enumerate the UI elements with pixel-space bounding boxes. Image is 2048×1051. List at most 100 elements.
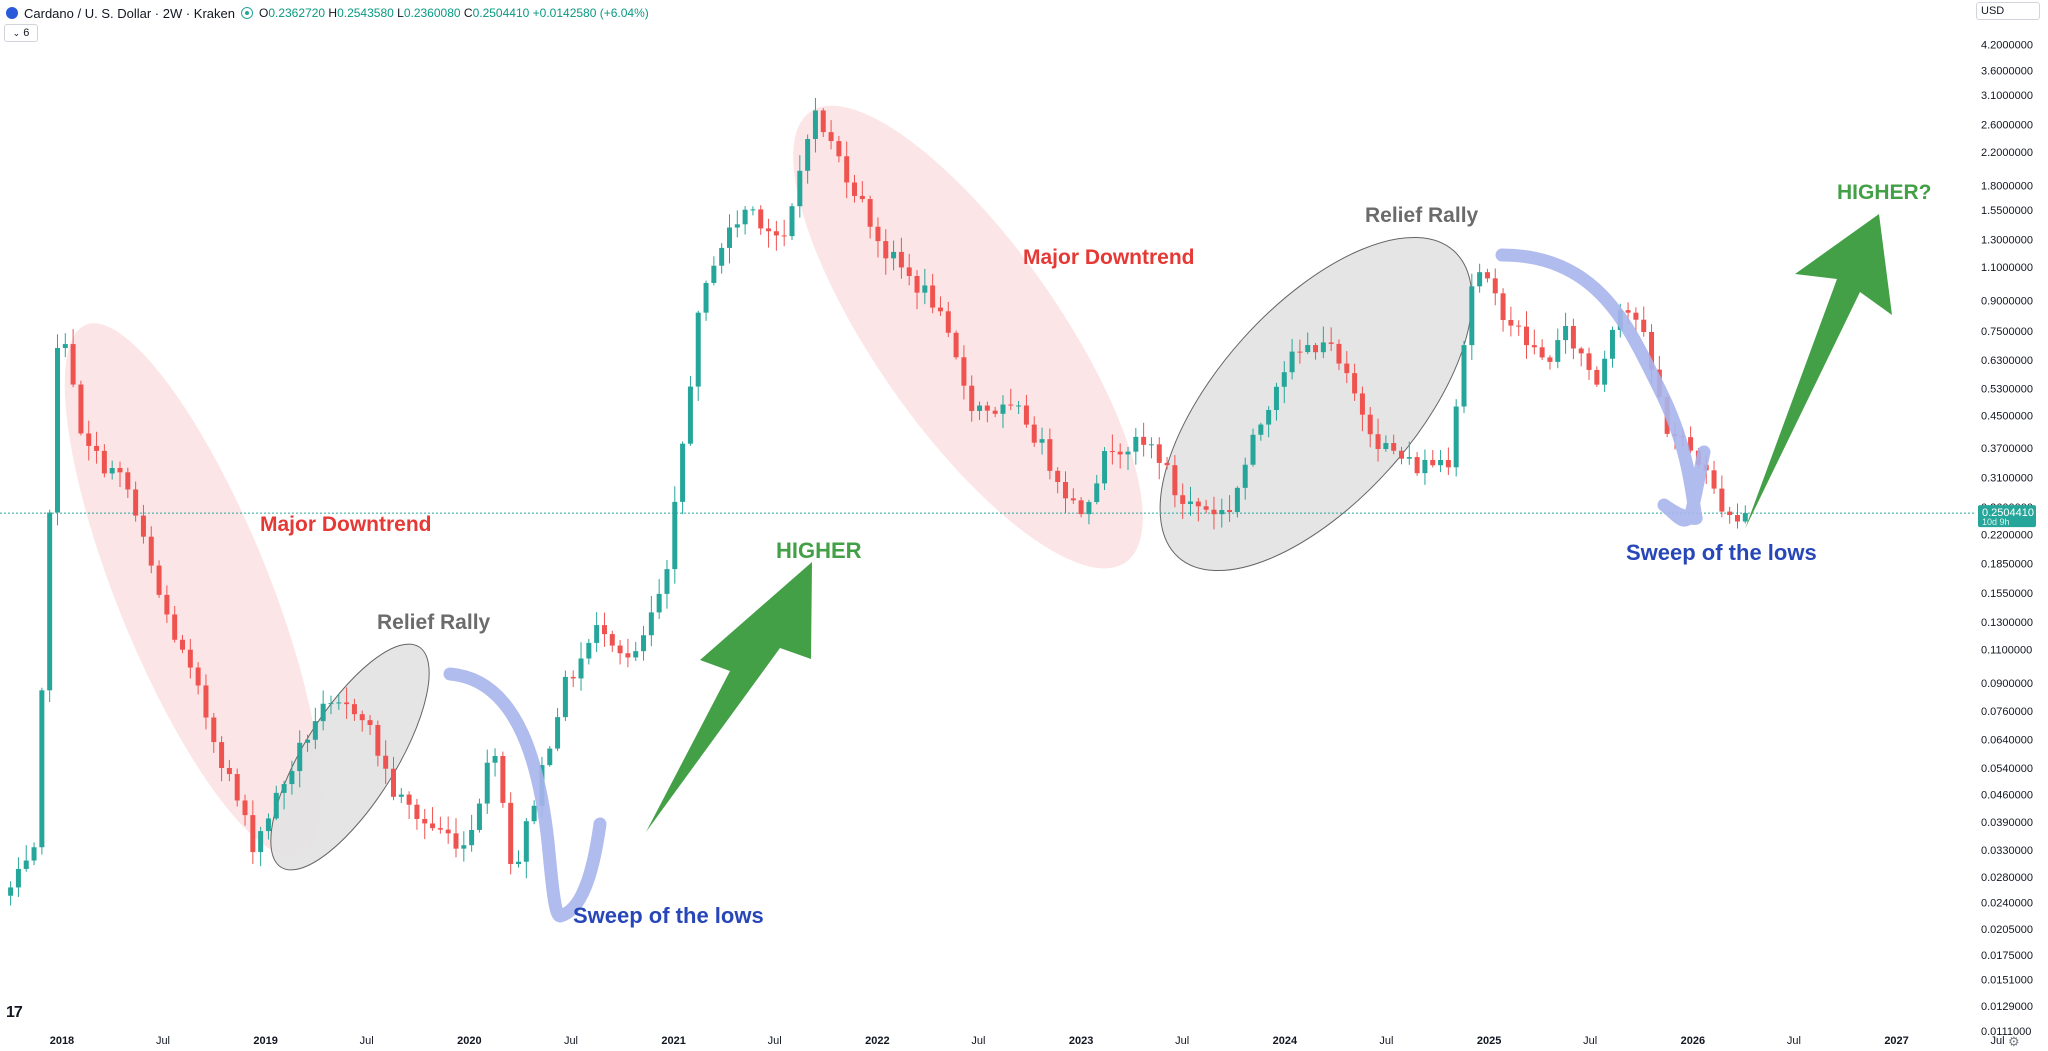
candle-body bbox=[1102, 451, 1108, 484]
y-tick-label: 2.2000000 bbox=[1981, 147, 2033, 159]
candle-body bbox=[125, 472, 131, 490]
candle-body bbox=[812, 110, 818, 140]
y-tick-label: 0.0540000 bbox=[1981, 763, 2033, 775]
indicators-toggle-button[interactable]: ⌄ 6 bbox=[4, 24, 38, 42]
candle bbox=[1563, 312, 1569, 354]
candle-body bbox=[164, 594, 170, 615]
candle bbox=[156, 560, 162, 598]
candle-body bbox=[1281, 372, 1287, 387]
candle-body bbox=[1594, 369, 1600, 385]
candle bbox=[1281, 361, 1287, 404]
candle bbox=[773, 220, 779, 251]
candle-body bbox=[922, 285, 928, 293]
candle-body bbox=[273, 792, 279, 819]
candle bbox=[1516, 320, 1522, 336]
candle bbox=[367, 714, 373, 735]
candle-body bbox=[859, 195, 865, 200]
candle bbox=[1508, 306, 1514, 337]
time-axis[interactable]: 2018 Jul 2019 Jul 2020 Jul 2021 Jul 2022 Jul 2023 J… bbox=[50, 1035, 2005, 1047]
candle-body bbox=[1570, 326, 1576, 349]
x-tick-label: 2018 bbox=[50, 1035, 74, 1047]
candle-body bbox=[172, 614, 178, 640]
candle-body bbox=[359, 714, 365, 721]
candle-body bbox=[820, 110, 826, 133]
currency-select[interactable]: USD bbox=[1976, 2, 2040, 20]
candle-body bbox=[1414, 457, 1420, 474]
candle bbox=[54, 334, 60, 526]
ohlc-values: O0.2362720 H0.2543580 L0.2360080 C0.2504… bbox=[258, 6, 649, 20]
candle bbox=[734, 210, 740, 238]
candle bbox=[39, 687, 45, 855]
candle bbox=[47, 509, 53, 703]
candle bbox=[445, 816, 451, 844]
candle bbox=[1453, 399, 1459, 477]
annotation-overlays bbox=[443, 214, 1892, 923]
candle-body bbox=[328, 703, 334, 705]
indicator-count: 6 bbox=[23, 27, 30, 39]
candle-body bbox=[1524, 326, 1530, 346]
candle-body bbox=[1445, 460, 1451, 468]
candle bbox=[914, 270, 920, 310]
candle-body bbox=[1156, 444, 1162, 463]
candle bbox=[594, 612, 600, 653]
sweep-curve-1 bbox=[443, 667, 607, 923]
candle-body bbox=[297, 742, 303, 772]
gear-icon[interactable]: ⚙ bbox=[2008, 1034, 2020, 1049]
candle-body bbox=[383, 755, 389, 769]
y-tick-label: 0.0640000 bbox=[1981, 735, 2033, 747]
candle bbox=[1391, 434, 1397, 455]
y-tick-label: 0.6300000 bbox=[1981, 355, 2033, 367]
price-axis[interactable]: 4.2000000 3.6000000 3.1000000 2.6000000 2.20… bbox=[1981, 40, 2033, 1038]
candle bbox=[719, 243, 725, 274]
candle-body bbox=[461, 845, 467, 849]
candle bbox=[320, 690, 326, 731]
candle bbox=[922, 268, 928, 305]
candle-body bbox=[336, 702, 342, 704]
candle bbox=[312, 707, 318, 749]
candle-body bbox=[945, 311, 951, 333]
candle-body bbox=[1688, 437, 1694, 451]
candle-body bbox=[430, 823, 436, 829]
y-tick-label: 0.0205000 bbox=[1981, 924, 2033, 936]
candle bbox=[1062, 471, 1068, 513]
candle bbox=[1266, 406, 1272, 438]
relief-label-2: Relief Rally bbox=[1365, 204, 1479, 227]
candle-body bbox=[555, 717, 561, 749]
candle-body bbox=[773, 231, 779, 236]
candle bbox=[1719, 475, 1725, 518]
candle-body bbox=[62, 344, 68, 348]
candle bbox=[1383, 435, 1389, 452]
candle-body bbox=[1305, 345, 1311, 353]
candle bbox=[1094, 474, 1100, 505]
symbol-title[interactable]: Cardano / U. S. Dollar · 2W · Kraken bbox=[24, 5, 235, 21]
y-tick-label: 0.9000000 bbox=[1981, 296, 2033, 308]
candle bbox=[992, 406, 998, 418]
candle-body bbox=[70, 344, 76, 385]
candle-body bbox=[375, 725, 381, 756]
market-status-icon[interactable] bbox=[240, 7, 253, 19]
candle-body bbox=[31, 847, 37, 861]
candle bbox=[570, 670, 576, 688]
price-badge-value: 0.2504410 bbox=[1982, 507, 2034, 519]
x-tick-label: Jul bbox=[360, 1035, 374, 1047]
y-tick-label: 0.0151000 bbox=[1981, 975, 2033, 987]
candle bbox=[898, 237, 904, 279]
candle bbox=[852, 174, 858, 203]
candle-body bbox=[109, 467, 115, 474]
candle-body bbox=[15, 868, 21, 888]
candle-body bbox=[1352, 373, 1358, 394]
candle-body bbox=[930, 285, 936, 308]
candle-body bbox=[422, 818, 428, 824]
candle-body bbox=[1359, 393, 1365, 415]
candle-body bbox=[23, 860, 29, 869]
candle bbox=[891, 240, 897, 271]
tradingview-logo-icon[interactable]: 17 bbox=[6, 1004, 23, 1021]
candle-body bbox=[1180, 495, 1186, 504]
candle bbox=[1273, 382, 1279, 421]
candle-body bbox=[1398, 450, 1404, 459]
candle bbox=[1086, 499, 1092, 525]
candle-body bbox=[1500, 293, 1506, 320]
low-value: 0.2360080 bbox=[403, 6, 461, 20]
candle-body bbox=[695, 312, 701, 387]
